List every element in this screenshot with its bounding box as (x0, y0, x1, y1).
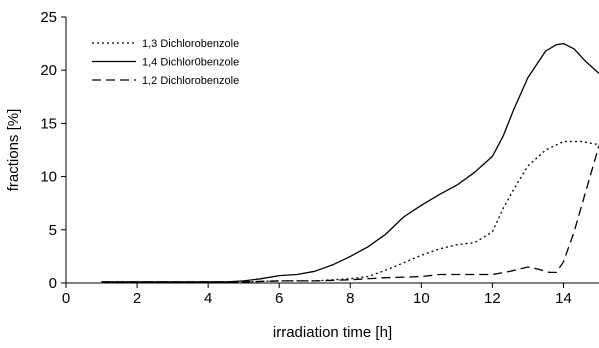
y-tick-label: 20 (40, 62, 57, 79)
x-tick-label: 10 (413, 290, 430, 307)
x-tick-label: 0 (62, 290, 70, 307)
series-lines (101, 42, 599, 283)
y-tick-label: 15 (40, 115, 57, 132)
x-tick-label: 12 (484, 290, 501, 307)
y-tick-label: 5 (49, 222, 57, 239)
x-axis-title: irradiation time [h] (273, 324, 392, 341)
y-axis-title: fractions [%] (5, 109, 22, 192)
x-tick-label: 8 (346, 290, 354, 307)
x-tick-label: 6 (275, 290, 283, 307)
series-line-2 (101, 42, 599, 283)
y-tick-label: 0 (49, 275, 57, 292)
legend-label: 1,3 Dichlorobenzole (142, 38, 239, 50)
ticks: 0 2 4 6 8 10 12 14 0 5 10 15 20 25 (40, 9, 571, 307)
axes (65, 17, 599, 284)
y-tick-label: 10 (40, 169, 57, 186)
legend: 1,3 Dichlorobenzole 1,4 Dichlor0benzole 1,… (92, 38, 239, 87)
legend-label: 1,2 Dichlorobenzole (142, 75, 239, 87)
legend-label: 1,4 Dichlor0benzole (142, 57, 239, 69)
x-tick-label: 14 (555, 290, 572, 307)
x-tick-label: 2 (133, 290, 141, 307)
series-line-1 (101, 140, 599, 283)
x-tick-label: 4 (204, 290, 212, 307)
series-line-3 (101, 145, 599, 283)
y-tick-label: 25 (40, 9, 57, 26)
